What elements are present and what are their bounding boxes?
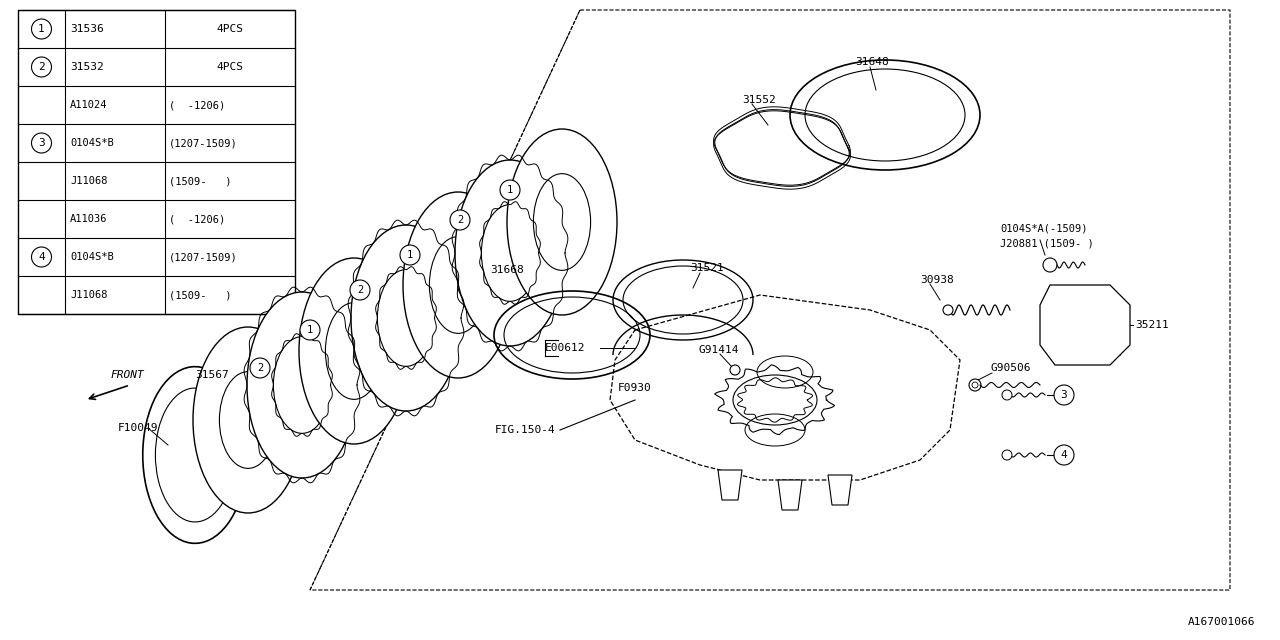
Text: 4PCS: 4PCS xyxy=(216,24,243,34)
Text: 2: 2 xyxy=(457,215,463,225)
Text: 1: 1 xyxy=(407,250,413,260)
Circle shape xyxy=(730,365,740,375)
Text: 0104S*B: 0104S*B xyxy=(70,252,114,262)
Polygon shape xyxy=(611,295,960,480)
Text: J11068: J11068 xyxy=(70,290,108,300)
Ellipse shape xyxy=(351,225,461,411)
Polygon shape xyxy=(828,475,852,505)
Polygon shape xyxy=(1039,285,1130,365)
Text: A11024: A11024 xyxy=(70,100,108,110)
Text: 31648: 31648 xyxy=(855,57,888,67)
Text: (1509-   ): (1509- ) xyxy=(169,176,232,186)
Text: 1: 1 xyxy=(507,185,513,195)
Text: 31552: 31552 xyxy=(742,95,776,105)
Ellipse shape xyxy=(454,160,564,346)
Text: 4: 4 xyxy=(1061,450,1068,460)
Text: 31532: 31532 xyxy=(70,62,104,72)
Text: 0104S*A(-1509): 0104S*A(-1509) xyxy=(1000,223,1088,233)
Text: 1: 1 xyxy=(38,24,45,34)
Text: 2: 2 xyxy=(257,363,264,373)
Text: G91414: G91414 xyxy=(698,345,739,355)
Circle shape xyxy=(401,245,420,265)
Circle shape xyxy=(300,320,320,340)
Ellipse shape xyxy=(193,327,303,513)
Polygon shape xyxy=(778,480,803,510)
Text: 31668: 31668 xyxy=(490,265,524,275)
Text: (1207-1509): (1207-1509) xyxy=(169,252,238,262)
Text: FRONT: FRONT xyxy=(110,370,143,380)
Ellipse shape xyxy=(300,258,410,444)
Circle shape xyxy=(1053,385,1074,405)
Circle shape xyxy=(32,19,51,39)
Text: 4PCS: 4PCS xyxy=(216,62,243,72)
Ellipse shape xyxy=(403,192,513,378)
Text: 4: 4 xyxy=(38,252,45,262)
Text: J11068: J11068 xyxy=(70,176,108,186)
Circle shape xyxy=(1043,258,1057,272)
Text: (1207-1509): (1207-1509) xyxy=(169,138,238,148)
Text: A167001066: A167001066 xyxy=(1188,617,1254,627)
Text: 3: 3 xyxy=(1061,390,1068,400)
Text: F10049: F10049 xyxy=(118,423,159,433)
Circle shape xyxy=(500,180,520,200)
Text: 31567: 31567 xyxy=(195,370,229,380)
Text: 31536: 31536 xyxy=(70,24,104,34)
Text: E00612: E00612 xyxy=(545,343,585,353)
Ellipse shape xyxy=(507,129,617,315)
Text: 31521: 31521 xyxy=(690,263,723,273)
Circle shape xyxy=(32,133,51,153)
Text: (  -1206): ( -1206) xyxy=(169,100,225,110)
Circle shape xyxy=(349,280,370,300)
Text: F0930: F0930 xyxy=(618,383,652,393)
Text: 2: 2 xyxy=(357,285,364,295)
Circle shape xyxy=(1053,445,1074,465)
Circle shape xyxy=(1002,450,1012,460)
Text: 2: 2 xyxy=(38,62,45,72)
Bar xyxy=(18,10,294,314)
Circle shape xyxy=(451,210,470,230)
Text: J20881 (1509- ): J20881 (1509- ) xyxy=(1000,238,1093,248)
Circle shape xyxy=(250,358,270,378)
Text: (  -1206): ( -1206) xyxy=(169,214,225,224)
Text: (1509-   ): (1509- ) xyxy=(169,290,232,300)
Text: 35211: 35211 xyxy=(1135,320,1169,330)
Text: FIG.150-4: FIG.150-4 xyxy=(495,425,556,435)
Text: 3: 3 xyxy=(38,138,45,148)
Circle shape xyxy=(943,305,954,315)
Polygon shape xyxy=(718,470,742,500)
Circle shape xyxy=(32,57,51,77)
Circle shape xyxy=(972,382,978,388)
Circle shape xyxy=(1002,390,1012,400)
Circle shape xyxy=(32,247,51,267)
Text: A11036: A11036 xyxy=(70,214,108,224)
Text: 0104S*B: 0104S*B xyxy=(70,138,114,148)
Ellipse shape xyxy=(247,292,357,478)
Text: 1: 1 xyxy=(307,325,314,335)
Text: 30938: 30938 xyxy=(920,275,954,285)
Circle shape xyxy=(969,379,980,391)
Text: G90506: G90506 xyxy=(989,363,1030,373)
